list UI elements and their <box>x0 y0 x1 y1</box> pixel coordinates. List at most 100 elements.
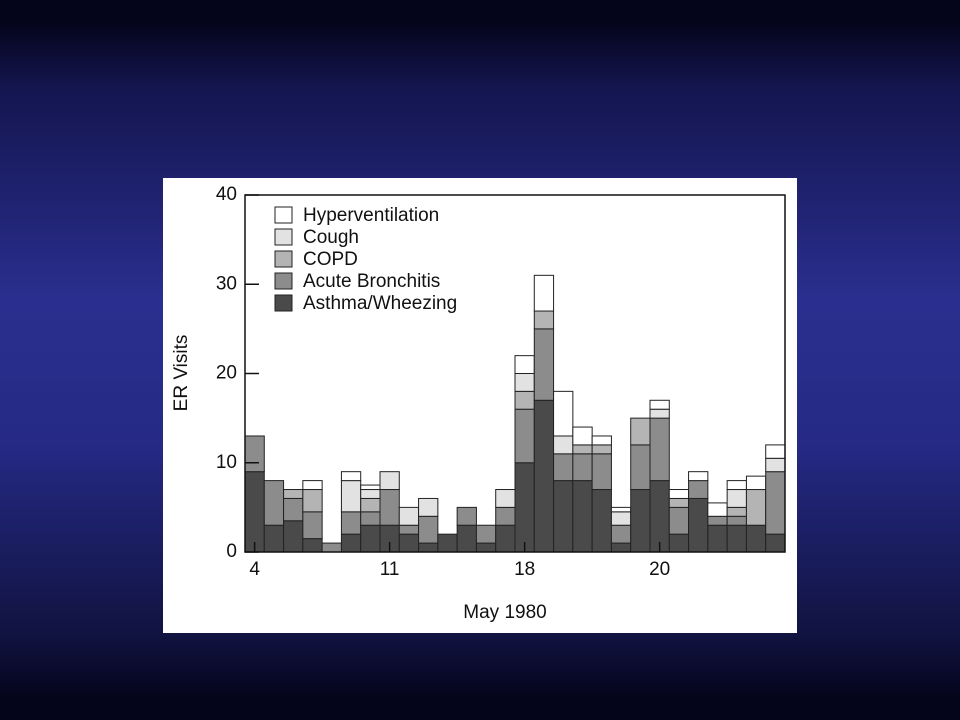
bar-segment <box>688 471 709 482</box>
bar-segment <box>398 524 420 535</box>
bar-segment <box>649 417 670 482</box>
bar-segment <box>514 355 535 374</box>
bar-segment <box>726 480 747 491</box>
y-axis-label: ER Visits <box>171 335 192 412</box>
bar-segment <box>283 497 304 522</box>
bar-segment <box>630 417 651 446</box>
bar-segment <box>302 538 323 553</box>
bar-segment <box>553 453 574 482</box>
bar-segment <box>475 542 497 553</box>
bar-segment <box>630 444 651 491</box>
bar-segment <box>765 533 786 553</box>
bar-segment <box>610 524 632 544</box>
bar-segment <box>745 524 767 553</box>
bar-segment <box>418 497 439 517</box>
bar-segment <box>533 328 555 401</box>
bar-segment <box>610 511 632 526</box>
bar-segment <box>707 515 728 526</box>
bar-segment <box>263 524 285 553</box>
x-tick-label: 18 <box>514 559 535 580</box>
x-axis-label: May 1980 <box>463 602 546 623</box>
y-tick-label: 30 <box>216 273 237 294</box>
bar-segment <box>745 489 767 526</box>
legend-label: COPD <box>303 249 358 270</box>
bar-segment <box>302 511 323 540</box>
legend-swatch <box>274 228 293 246</box>
bar-segment <box>340 471 362 482</box>
bar-segment <box>572 480 593 553</box>
bar-segment <box>340 480 362 513</box>
y-tick-label: 20 <box>216 363 237 384</box>
bar-segment <box>495 506 516 526</box>
bar-segment <box>707 524 728 553</box>
bar-segment <box>707 502 728 517</box>
bar-segment <box>321 542 342 553</box>
legend-label: Asthma/Wheezing <box>303 293 457 314</box>
bar-segment <box>765 457 786 473</box>
bar-segment <box>514 408 535 464</box>
legend-swatch <box>274 206 293 224</box>
bar-segment <box>533 274 555 312</box>
legend-label: Hyperventilation <box>303 205 439 226</box>
bar-segment <box>244 471 265 553</box>
chart-panel <box>163 178 797 633</box>
bar-segment <box>360 511 381 526</box>
y-tick-label: 10 <box>216 452 237 473</box>
bar-segment <box>398 533 420 553</box>
legend-swatch <box>274 250 293 268</box>
bar-segment <box>688 480 709 499</box>
y-tick-label: 40 <box>216 184 237 205</box>
bar-segment <box>688 497 709 553</box>
bar-segment <box>379 471 400 491</box>
bar-segment <box>437 533 458 553</box>
bar-segment <box>572 426 593 446</box>
bar-segment <box>302 489 323 513</box>
bar-segment <box>283 520 304 553</box>
bar-segment <box>533 399 555 553</box>
legend-swatch <box>274 272 293 290</box>
bar-segment <box>360 497 381 513</box>
bar-segment <box>591 489 612 553</box>
legend-swatch <box>274 294 293 312</box>
bar-segment <box>649 399 670 410</box>
bar-segment <box>514 462 535 553</box>
bar-segment <box>553 435 574 455</box>
bar-segment <box>456 524 477 553</box>
bar-segment <box>765 471 786 535</box>
bar-segment <box>668 497 690 508</box>
bar-segment <box>726 506 747 517</box>
bar-segment <box>649 480 670 553</box>
bar-segment <box>283 489 304 499</box>
bar-segment <box>514 390 535 410</box>
bar-segment <box>340 533 362 553</box>
bar-segment <box>263 480 285 526</box>
bar-segment <box>475 524 497 544</box>
bar-segment <box>591 453 612 491</box>
bar-segment <box>553 480 574 553</box>
legend-label: Acute Bronchitis <box>303 271 440 292</box>
bar-segment <box>244 435 265 473</box>
bar-segment <box>360 524 381 553</box>
bar-segment <box>514 373 535 392</box>
bar-segment <box>610 542 632 553</box>
x-tick-label: 4 <box>249 559 260 580</box>
bar-segment <box>418 515 439 544</box>
bar-segment <box>533 310 555 330</box>
bar-segment <box>379 489 400 526</box>
bar-segment <box>340 511 362 535</box>
bar-segment <box>765 444 786 459</box>
bar-segment <box>418 542 439 553</box>
plot-frame <box>244 194 786 553</box>
bar-segment <box>668 533 690 553</box>
bar-segment <box>495 489 516 508</box>
bar-segment <box>726 524 747 553</box>
y-tick-label: 0 <box>226 541 237 562</box>
bar-segment <box>572 444 593 455</box>
bar-segment <box>302 480 323 491</box>
bar-segment <box>572 453 593 482</box>
bar-segment <box>398 506 420 526</box>
x-tick-label: 20 <box>649 559 670 580</box>
bar-segment <box>360 484 381 491</box>
